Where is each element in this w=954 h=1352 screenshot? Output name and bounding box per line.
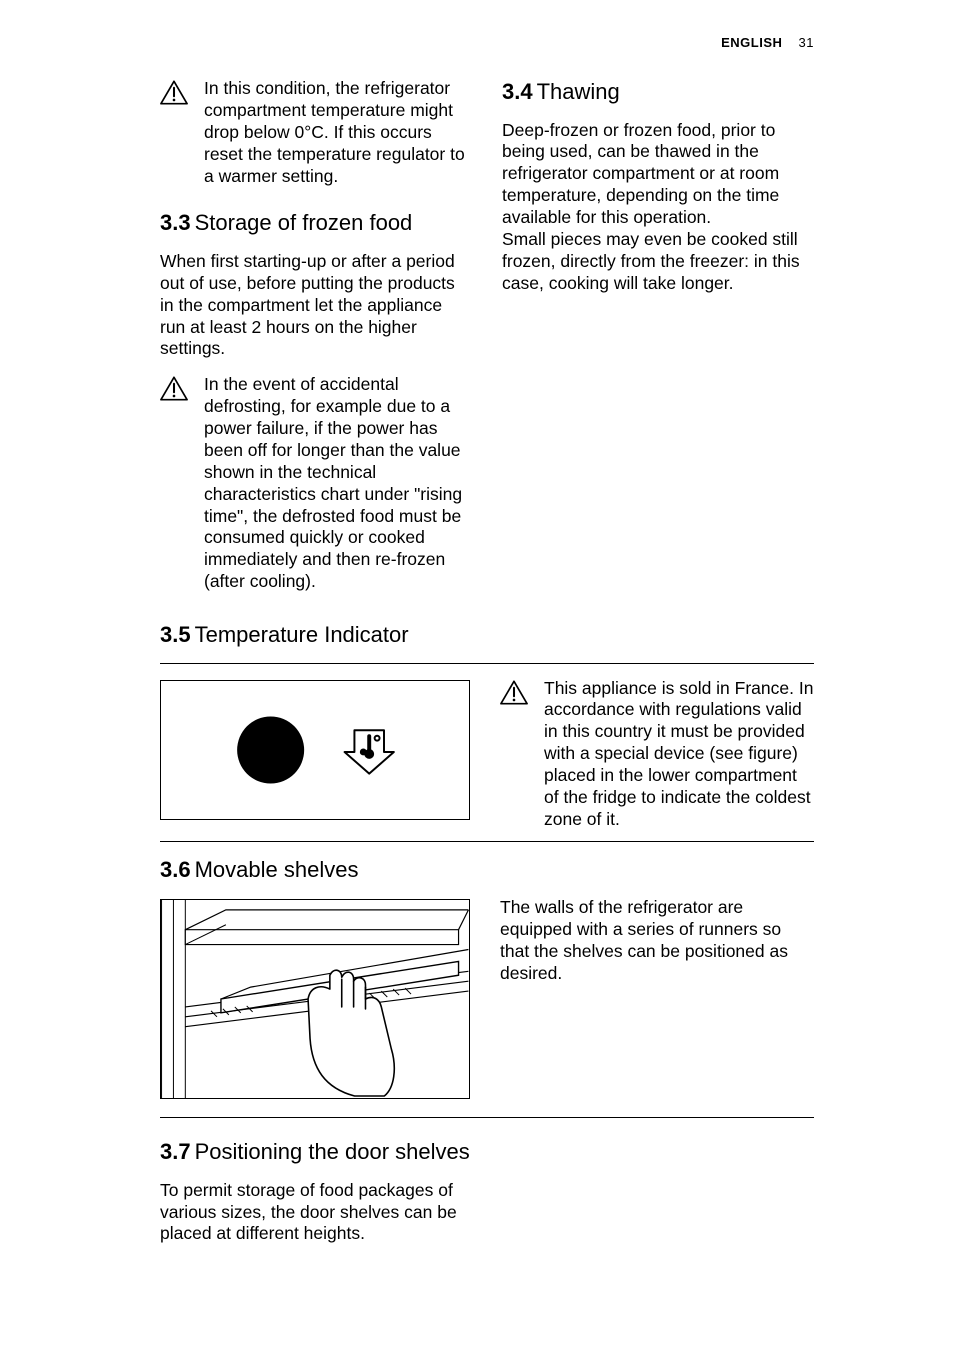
warning-block-top: In this condition, the refrigerator comp… <box>160 78 472 187</box>
body-3-3: When first starting-up or after a period… <box>160 251 472 360</box>
warning-text-3-5: This appliance is sold in France. In acc… <box>544 678 814 831</box>
heading-3-7: 3.7Positioning the door shelves <box>160 1138 472 1166</box>
warning-block-3-5: This appliance is sold in France. In acc… <box>500 678 814 831</box>
warning-text-3-3: In the event of accidental defrosting, f… <box>204 374 472 593</box>
warning-triangle-icon <box>160 80 188 105</box>
warning-triangle-icon <box>160 376 188 401</box>
separator-rule <box>160 841 814 842</box>
heading-3-4: 3.4Thawing <box>502 78 814 106</box>
separator-rule <box>160 663 814 664</box>
header-page-number: 31 <box>799 35 814 50</box>
body-3-7: To permit storage of food packages of va… <box>160 1180 472 1246</box>
warning-block-3-3: In the event of accidental defrosting, f… <box>160 374 472 593</box>
figure-movable-shelves <box>160 899 470 1099</box>
heading-3-3: 3.3Storage of frozen food <box>160 209 472 237</box>
warning-triangle-icon <box>500 680 528 705</box>
figure-temperature-indicator <box>160 680 470 820</box>
body-3-4: Deep-frozen or frozen food, prior to bei… <box>502 120 814 295</box>
separator-rule <box>160 1117 814 1118</box>
heading-3-6: 3.6Movable shelves <box>160 856 814 884</box>
header-language: ENGLISH <box>721 35 782 50</box>
page-header: ENGLISH 31 <box>160 35 814 50</box>
body-3-6: The walls of the refrigerator are equipp… <box>500 897 814 985</box>
warning-text-top: In this condition, the refrigerator comp… <box>204 78 472 187</box>
heading-3-5: 3.5Temperature Indicator <box>160 621 814 649</box>
